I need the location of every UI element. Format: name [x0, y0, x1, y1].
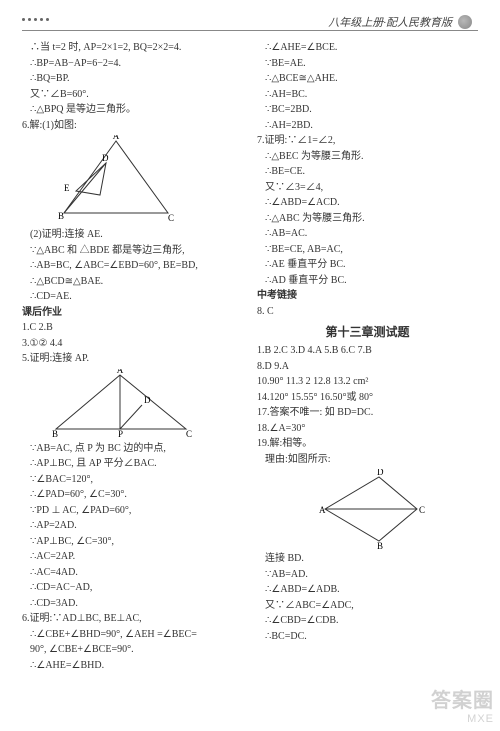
subsection-heading: 中考链接	[257, 288, 478, 304]
text-line: ∴AH=BC.	[257, 87, 478, 103]
text-line: ∵BE=AE.	[257, 56, 478, 72]
text-line: ∵BC=2BD.	[257, 102, 478, 118]
text-line: ∵△ABC 和 △BDE 都是等边三角形,	[22, 243, 243, 259]
text-line: 又∵∠3=∠4,	[257, 180, 478, 196]
globe-icon	[458, 15, 472, 29]
text-line: ∴△BPQ 是等边三角形。	[22, 102, 243, 118]
text-line: 14.120° 15.55° 16.50°或 80°	[257, 390, 478, 406]
text-line: ∴BE=CE.	[257, 164, 478, 180]
svg-text:D: D	[377, 469, 384, 477]
text-line: 又∵∠B=60°.	[22, 87, 243, 103]
text-line: ∴AP⊥BC, 且 AP 平分∠BAC.	[22, 456, 243, 472]
left-column: ∴当 t=2 时, AP=2×1=2, BQ=2×2=4. ∴BP=AB−AP=…	[22, 40, 243, 681]
chapter-title: 第十三章测试题	[257, 323, 478, 340]
text-line: ∵∠BAC=120°,	[22, 472, 243, 488]
text-line: 8. C	[257, 304, 478, 320]
svg-text:A: A	[113, 135, 120, 141]
text-line: 理由:如图所示:	[257, 452, 478, 468]
text-line: ∴BQ=BP.	[22, 71, 243, 87]
text-line: ∴∠ABD=∠ADB.	[257, 582, 478, 598]
svg-text:D: D	[144, 395, 151, 405]
text-line: ∴AB=AC.	[257, 226, 478, 242]
svg-text:A: A	[319, 505, 326, 515]
svg-text:P: P	[118, 429, 123, 439]
text-line: 又∵∠ABC=∠ADC,	[257, 598, 478, 614]
decor-dots	[22, 18, 49, 21]
svg-text:A: A	[117, 369, 124, 375]
svg-text:B: B	[58, 211, 64, 221]
text-line: ∴AC=4AD.	[22, 565, 243, 581]
text-line: 17.答案不唯一: 如 BD=DC.	[257, 405, 478, 421]
text-line: ∴当 t=2 时, AP=2×1=2, BQ=2×2=4.	[22, 40, 243, 56]
text-line: 连接 BD.	[257, 551, 478, 567]
text-line: 6.证明:∵AD⊥BC, BE⊥AC,	[22, 611, 243, 627]
content-columns: ∴当 t=2 时, AP=2×1=2, BQ=2×2=4. ∴BP=AB−AP=…	[22, 40, 478, 681]
text-line: 19.解:相等。	[257, 436, 478, 452]
text-line: ∴CD=AE.	[22, 289, 243, 305]
header-rule	[22, 30, 478, 31]
text-line: 8.D 9.A	[257, 359, 478, 375]
text-line: ∴BC=DC.	[257, 629, 478, 645]
text-line: ∵AP⊥BC, ∠C=30°,	[22, 534, 243, 550]
text-line: ∴△BCD≅△BAE.	[22, 274, 243, 290]
figure-triangle-2: A D B P C	[46, 369, 196, 439]
text-line: 1.B 2.C 3.D 4.A 5.B 6.C 7.B	[257, 343, 478, 359]
text-line: ∴∠CBE+∠BHD=90°, ∠AEH =∠BEC=	[22, 627, 243, 643]
text-line: ∴△BEC 为等腰三角形.	[257, 149, 478, 165]
text-line: ∵AB=AC, 点 P 为 BC 边的中点,	[22, 441, 243, 457]
text-line: ∴AE 垂直平分 BC.	[257, 257, 478, 273]
svg-text:E: E	[64, 183, 70, 193]
text-line: 90°, ∠CBE+∠BCE=90°.	[22, 642, 243, 658]
text-line: 1.C 2.B	[22, 320, 243, 336]
text-line: ∴AC=2AP.	[22, 549, 243, 565]
right-column: ∴∠AHE=∠BCE. ∵BE=AE. ∴△BCE≅△AHE. ∴AH=BC. …	[257, 40, 478, 681]
text-line: ∴∠PAD=60°, ∠C=30°.	[22, 487, 243, 503]
text-line: ∴AP=2AD.	[22, 518, 243, 534]
text-line: ∴AH=2BD.	[257, 118, 478, 134]
text-line: ∵BE=CE, AB=AC,	[257, 242, 478, 258]
subsection-heading: 课后作业	[22, 305, 243, 321]
watermark-line1: 答案圈	[431, 684, 494, 713]
text-line: ∴AB=BC, ∠ABC=∠EBD=60°, BE=BD,	[22, 258, 243, 274]
text-line: 5.证明:连接 AP.	[22, 351, 243, 367]
text-line: ∴△BCE≅△AHE.	[257, 71, 478, 87]
header-text: 八年级上册·配人民教育版	[328, 14, 452, 30]
text-line: 7.证明:∵∠1=∠2,	[257, 133, 478, 149]
page-header: 八年级上册·配人民教育版	[328, 14, 472, 30]
figure-triangle-1: A D E B C	[46, 135, 176, 225]
text-line: 6.解:(1)如图:	[22, 118, 243, 134]
text-line: 18.∠A=30°	[257, 421, 478, 437]
text-line: ∴∠AHE=∠BHD.	[22, 658, 243, 674]
svg-text:D: D	[102, 153, 109, 163]
text-line: ∴∠CBD=∠CDB.	[257, 613, 478, 629]
text-line: ∴AD 垂直平分 BC.	[257, 273, 478, 289]
text-line: (2)证明:连接 AE.	[22, 227, 243, 243]
watermark: 答案圈 MXE	[431, 684, 494, 725]
text-line: ∵PD ⊥ AC, ∠PAD=60°,	[22, 503, 243, 519]
text-line: ∴∠AHE=∠BCE.	[257, 40, 478, 56]
text-line: ∵AB=AD.	[257, 567, 478, 583]
text-line: 3.①② 4.4	[22, 336, 243, 352]
svg-text:C: C	[419, 505, 425, 515]
watermark-line2: MXE	[431, 713, 494, 725]
text-line: ∴BP=AB−AP=6−2=4.	[22, 56, 243, 72]
text-line: ∴△ABC 为等腰三角形.	[257, 211, 478, 227]
svg-text:C: C	[168, 213, 174, 223]
text-line: ∴CD=AC−AD,	[22, 580, 243, 596]
svg-text:B: B	[52, 429, 58, 439]
text-line: ∴∠ABD=∠ACD.	[257, 195, 478, 211]
svg-text:B: B	[377, 541, 383, 549]
svg-text:C: C	[186, 429, 192, 439]
figure-rhombus: A D C B	[317, 469, 427, 549]
text-line: ∴CD=3AD.	[22, 596, 243, 612]
text-line: 10.90° 11.3 2 12.8 13.2 cm²	[257, 374, 478, 390]
